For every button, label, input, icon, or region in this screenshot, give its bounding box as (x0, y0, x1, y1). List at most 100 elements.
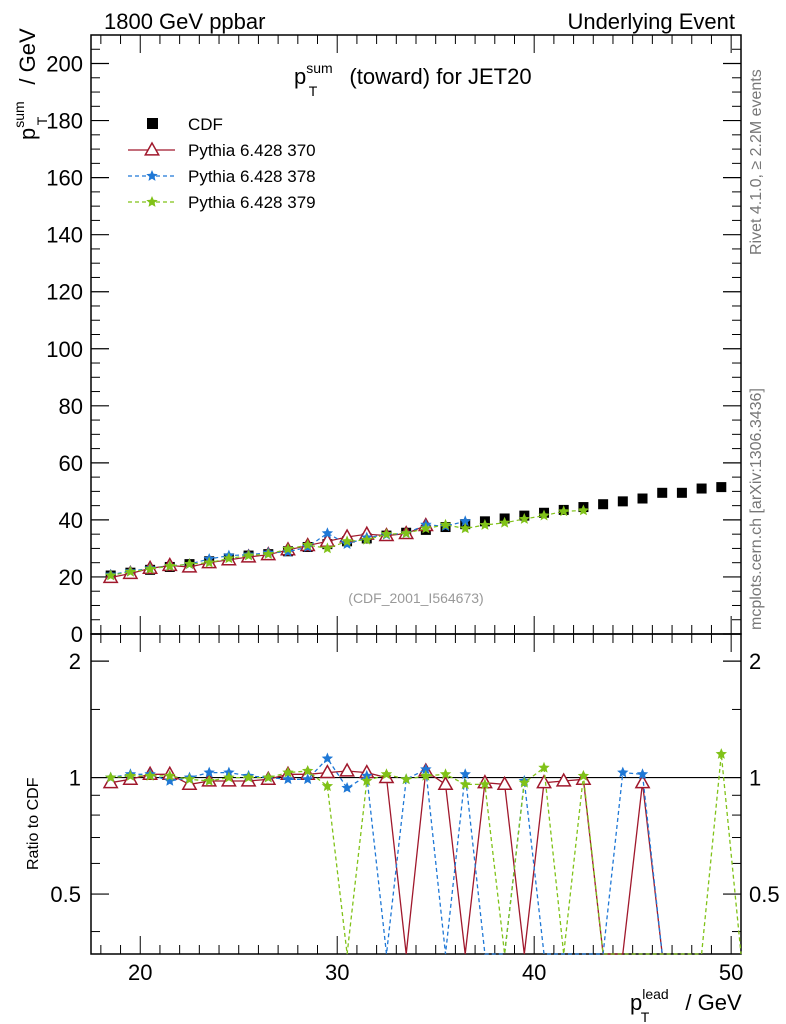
ratio-marker-379 (183, 773, 196, 785)
title-base: p (294, 64, 306, 89)
legend-label: Pythia 6.428 370 (188, 141, 316, 160)
pythia379-marker (420, 522, 432, 534)
legend-label: Pythia 6.428 379 (188, 193, 316, 212)
ratio-line-3 (110, 754, 742, 955)
ratio-marker-379 (223, 771, 235, 783)
ratio-marker-378 (302, 773, 314, 785)
ratio-marker-378 (203, 766, 215, 778)
pythia379-marker (164, 560, 176, 571)
y-tick-label: 40 (59, 508, 83, 533)
y-tick-label: 160 (46, 166, 83, 191)
pythia379-marker (518, 513, 530, 524)
pythia379-marker (183, 558, 196, 569)
ratio-line-2 (110, 757, 663, 955)
ratio-y-tick-label: 0.5 (50, 882, 81, 907)
xlabel-base: p (630, 990, 642, 1015)
ratio-marker-370 (555, 772, 572, 787)
ratio-y-tick-label: 1 (69, 766, 81, 791)
ratio-marker-378 (636, 768, 649, 780)
ratio-line-1 (110, 769, 663, 955)
cdf-data-point (657, 487, 668, 498)
ratio-series-layer (102, 748, 742, 955)
ratio-marker-379 (577, 769, 590, 781)
legend-star-marker (146, 196, 158, 207)
cdf-data-point (598, 499, 609, 510)
ratio-marker-378 (459, 768, 471, 780)
analysis-watermark: (CDF_2001_I564673) (348, 590, 483, 606)
title-sub: T (309, 83, 318, 99)
cdf-data-point (696, 483, 707, 494)
pythia379-marker (124, 565, 137, 577)
ratio-marker-379 (538, 761, 550, 773)
ratio-marker-379 (203, 775, 215, 786)
side-label-rivet: Rivet 4.1.0, ≥ 2.2M events (748, 69, 765, 255)
legend-triangle-marker (144, 141, 160, 156)
legend-star-marker (146, 170, 158, 181)
ratio-marker-379 (282, 766, 294, 778)
cdf-data-point (637, 493, 648, 504)
cdf-data-point (617, 496, 628, 507)
ratio-marker-379 (400, 773, 412, 785)
pythia379-marker (380, 528, 393, 539)
pythia379-marker (479, 519, 491, 530)
ylabel-sup: sum (11, 101, 27, 127)
ratio-marker-378 (341, 782, 353, 793)
y-tick-label: 0 (71, 622, 83, 647)
ratio-y-tick-label-right: 1 (749, 766, 761, 791)
y-tick-label: 100 (46, 337, 83, 362)
ratio-marker-379 (380, 768, 393, 780)
ratio-y-label: Ratio to CDF (25, 777, 42, 870)
ratio-marker-379 (302, 765, 314, 776)
xlabel-sub: T (641, 1009, 650, 1024)
legend-cdf-marker (147, 118, 158, 129)
x-tick-label: 50 (719, 960, 743, 985)
x-axis-label: plead T / GeV (630, 986, 742, 1024)
title-sup: sum (306, 60, 332, 76)
pythia379-marker (577, 504, 590, 516)
title-rest: (toward) for JET20 (349, 64, 531, 89)
ratio-marker-379 (321, 780, 334, 792)
pythia379-marker (361, 533, 373, 545)
ylabel-sub: T (34, 116, 50, 125)
xlabel-sup: lead (642, 986, 668, 1002)
y-tick-label: 200 (46, 52, 83, 77)
ylabel-rest: / GeV (15, 28, 40, 85)
pythia379-marker (262, 548, 274, 559)
ratio-marker-370 (339, 762, 355, 777)
ratio-y-tick-label: 2 (69, 649, 81, 674)
ratio-marker-379 (105, 771, 117, 783)
pythia379-marker (321, 542, 334, 554)
y-tick-label: 120 (46, 280, 83, 305)
ratio-marker-379 (361, 775, 373, 786)
pythia379-marker (223, 552, 235, 564)
main-axis-ticks: 0 20 40 60 80 100 120 140 160 180 200 (46, 35, 741, 647)
ratio-marker-379 (164, 769, 176, 781)
ratio-marker-379 (479, 778, 491, 790)
y-tick-label: 60 (59, 451, 83, 476)
ratio-marker-378 (164, 775, 176, 786)
pythia379-marker (439, 518, 452, 530)
ratio-marker-379 (459, 778, 471, 790)
cdf-data-point (676, 487, 687, 498)
ratio-marker-370 (496, 775, 513, 791)
xlabel-rest: / GeV (685, 990, 742, 1015)
ratio-marker-379 (439, 768, 452, 780)
legend-label: CDF (188, 115, 223, 134)
pythia379-marker (242, 549, 255, 561)
main-series-layer (102, 482, 727, 584)
pythia379-marker (282, 543, 294, 554)
ratio-marker-378 (321, 752, 334, 764)
ylabel-base: p (15, 128, 40, 140)
ratio-marker-370 (437, 775, 454, 791)
ratio-marker-379 (420, 769, 432, 781)
ratio-y-tick-label-right: 2 (749, 649, 761, 674)
ratio-marker-379 (124, 769, 137, 781)
pythia379-marker (105, 569, 117, 581)
main-y-label: psum T / GeV (11, 28, 50, 140)
ratio-marker-379 (144, 769, 156, 781)
pythia379-marker (203, 556, 215, 568)
header-right: Underlying Event (567, 9, 735, 34)
ratio-marker-379 (262, 771, 274, 783)
ratio-marker-378 (420, 763, 432, 775)
y-tick-label: 180 (46, 109, 83, 134)
